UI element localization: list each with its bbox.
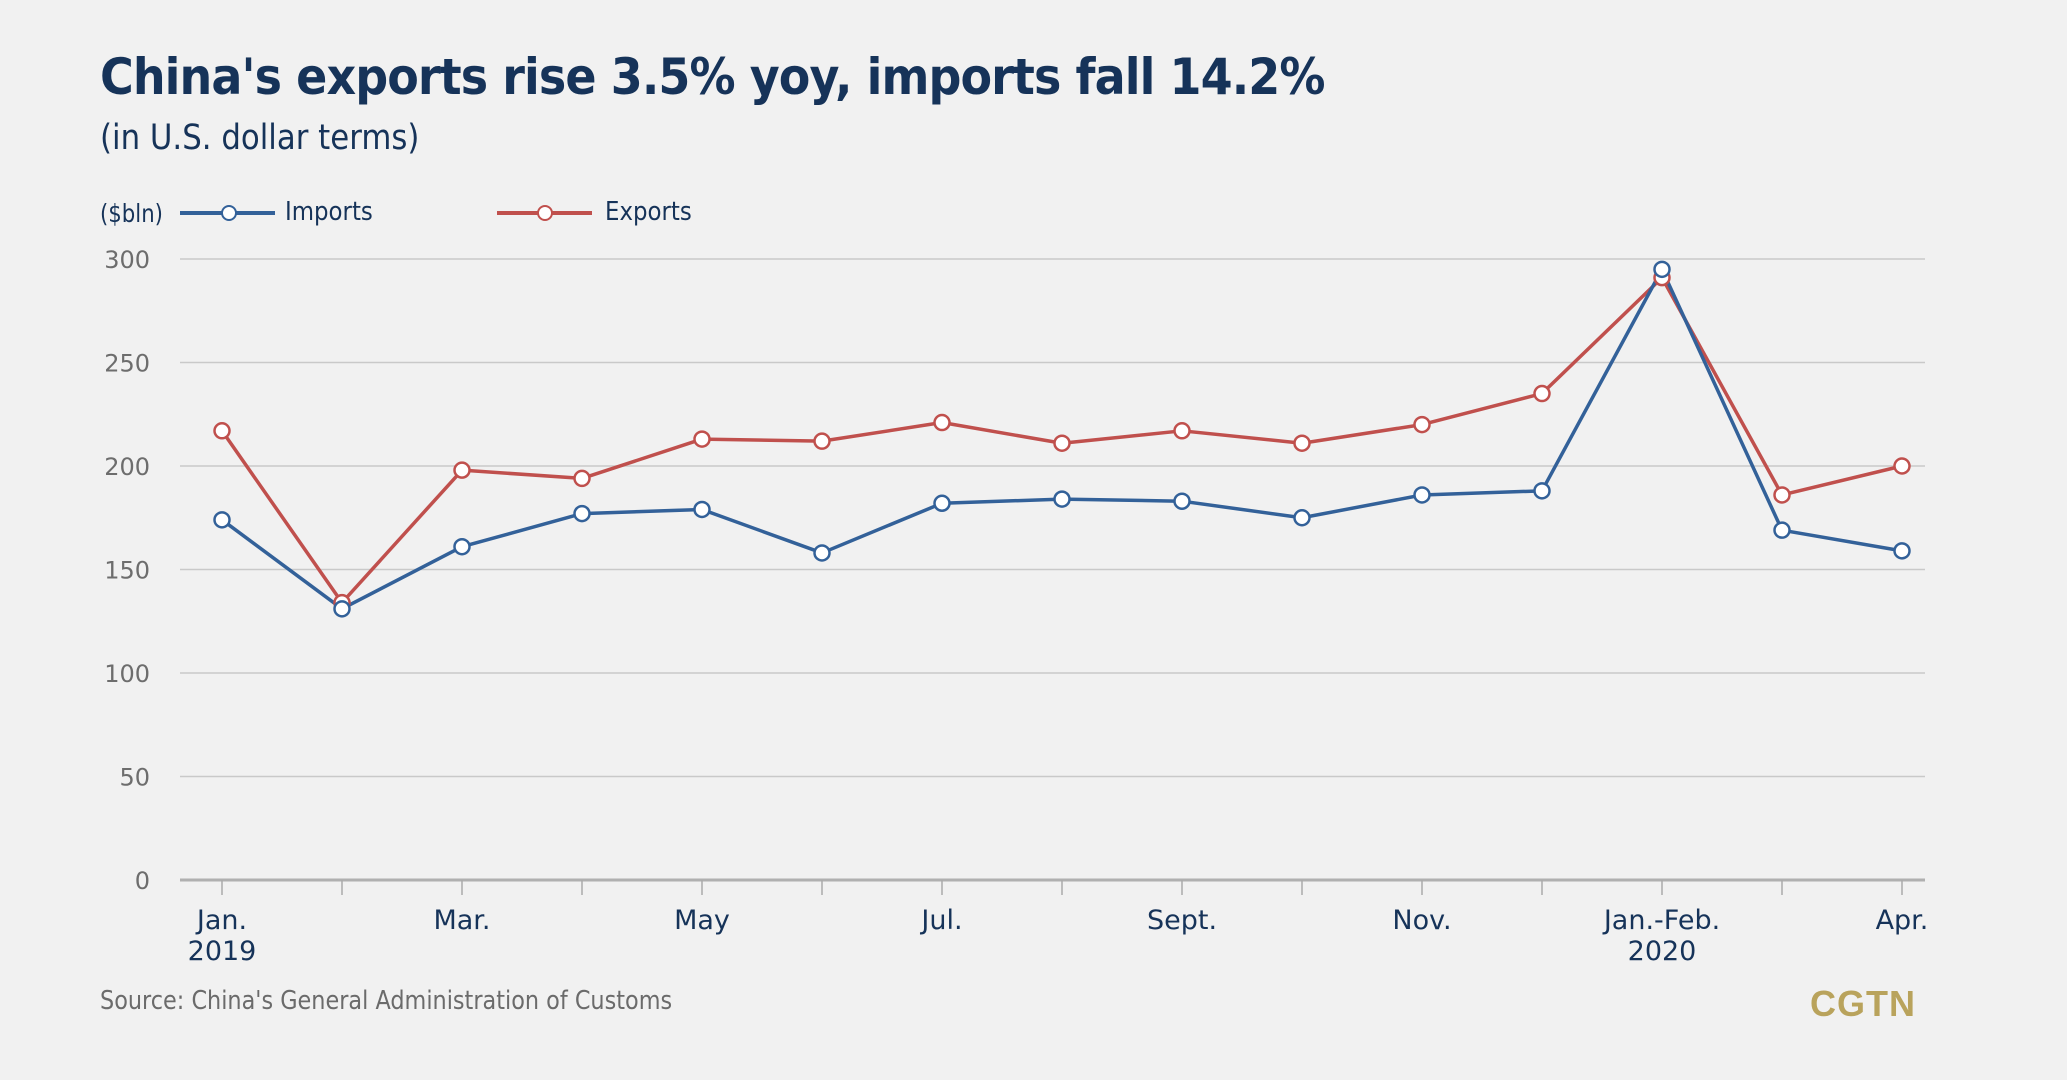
x-tick-label: Jan. [195,905,247,936]
x-tick-label: Jan.-Feb. [1602,905,1720,936]
x-tick-label: Mar. [433,905,490,936]
data-point-imports [1053,490,1071,508]
legend-label-exports: Exports [605,197,692,227]
y-tick-label: 250 [104,350,150,378]
data-point-imports [1293,509,1311,527]
data-point-exports [693,430,711,448]
chart-title: China's exports rise 3.5% yoy, imports f… [100,48,1325,106]
chart-subtitle: (in U.S. dollar terms) [100,118,420,158]
data-point-exports [573,469,591,488]
y-axis-unit-label: ($bln) [100,199,163,228]
data-point-imports [333,600,351,618]
data-point-imports [1893,542,1911,560]
data-point-imports [1533,482,1551,500]
data-point-imports [453,537,471,556]
x-tick-label: Jul. [919,905,962,936]
data-point-imports [933,494,951,513]
data-point-imports [1653,260,1671,279]
data-point-exports [933,413,951,432]
data-point-imports [813,544,831,562]
data-point-exports [1173,422,1191,440]
x-tick-label-year: 2019 [188,936,257,967]
data-point-imports [573,504,591,523]
legend-marker-exports [537,205,553,221]
x-tick-label: Sept. [1147,905,1217,936]
data-point-imports [1413,486,1431,504]
x-tick-label: Apr. [1876,905,1929,936]
data-point-imports [1773,521,1791,539]
y-tick-label: 300 [104,246,150,274]
cgtn-logo: CGTN [1810,983,1916,1024]
data-point-exports [1293,434,1311,452]
data-point-exports [813,432,831,450]
data-point-imports [1173,492,1191,510]
data-point-exports [1053,434,1071,452]
legend-marker-imports [221,205,237,221]
source-note: Source: China's General Administration o… [100,986,673,1016]
x-tick-label: Nov. [1392,905,1451,936]
data-point-exports [1893,457,1911,475]
data-point-exports [213,422,231,440]
y-tick-label: 150 [104,557,150,585]
data-point-exports [1413,415,1431,434]
y-tick-label: 0 [135,867,150,895]
data-point-exports [453,461,471,479]
data-point-imports [213,511,231,529]
data-point-imports [693,500,711,519]
data-point-exports [1773,486,1791,504]
data-point-exports [1533,384,1551,403]
x-tick-label: May [674,905,730,936]
x-tick-label-year: 2020 [1628,936,1697,967]
y-tick-label: 200 [104,453,150,481]
y-tick-label: 50 [119,764,150,792]
y-tick-label: 100 [104,660,150,688]
legend-label-imports: Imports [285,197,373,227]
